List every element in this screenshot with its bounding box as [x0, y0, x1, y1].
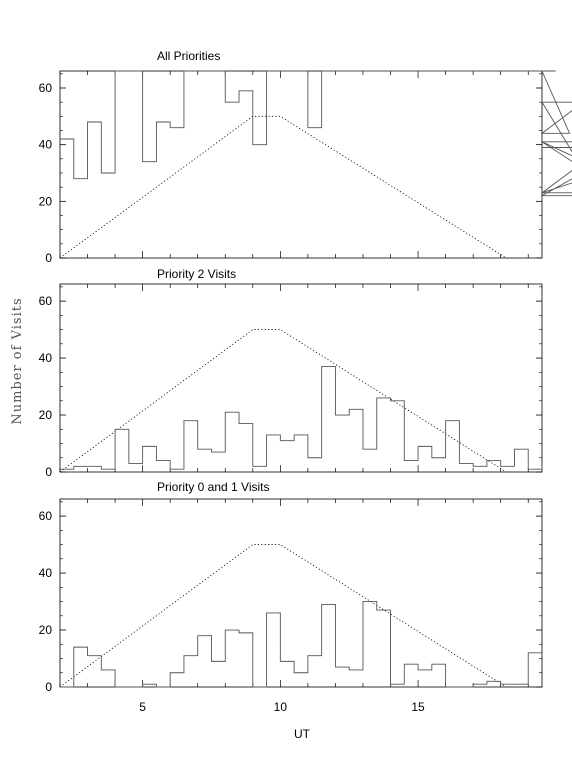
plot-frame [59, 498, 543, 688]
panel-3: Priority 0 and 1 Visits 0 20 40 60 5 10 15 [39, 480, 543, 714]
histogram-series [60, 70, 572, 197]
y-tick-label: 0 [45, 680, 52, 694]
y-tick-label: 20 [39, 623, 53, 637]
plot-frame [59, 70, 543, 259]
panels: All Priorities 0 20 40 60 Priority 2 Visits 0 2… [39, 49, 572, 714]
panel-title: Priority 2 Visits [157, 267, 236, 281]
reference-curve [59, 544, 507, 688]
panel-2: Priority 2 Visits 0 20 40 60 [39, 267, 543, 479]
x-tick-label: 10 [274, 700, 288, 714]
y-tick-label: 60 [39, 509, 53, 523]
y-tick-label: 40 [39, 566, 53, 580]
panel-title: Priority 0 and 1 Visits [157, 480, 270, 494]
histogram-series [60, 366, 543, 470]
panel-1: All Priorities 0 20 40 60 [39, 49, 572, 265]
y-tick-label: 0 [45, 465, 52, 479]
y-tick-label: 0 [45, 251, 52, 265]
reference-curve [59, 329, 507, 473]
y-axis-label: Number of Visits [10, 297, 25, 424]
y-tick-label: 40 [39, 351, 53, 365]
panel-title: All Priorities [157, 49, 220, 63]
y-tick-label: 60 [39, 294, 53, 308]
y-tick-label: 20 [39, 408, 53, 422]
x-tick-label: 15 [411, 700, 425, 714]
y-tick-label: 40 [39, 138, 53, 152]
y-tick-label: 60 [39, 81, 53, 95]
x-axis-label: UT [294, 727, 311, 741]
reference-curve [59, 115, 507, 259]
plot-frame [59, 283, 543, 473]
histogram-series [60, 601, 542, 688]
x-tick-label: 5 [139, 700, 146, 714]
y-tick-label: 20 [39, 194, 53, 208]
